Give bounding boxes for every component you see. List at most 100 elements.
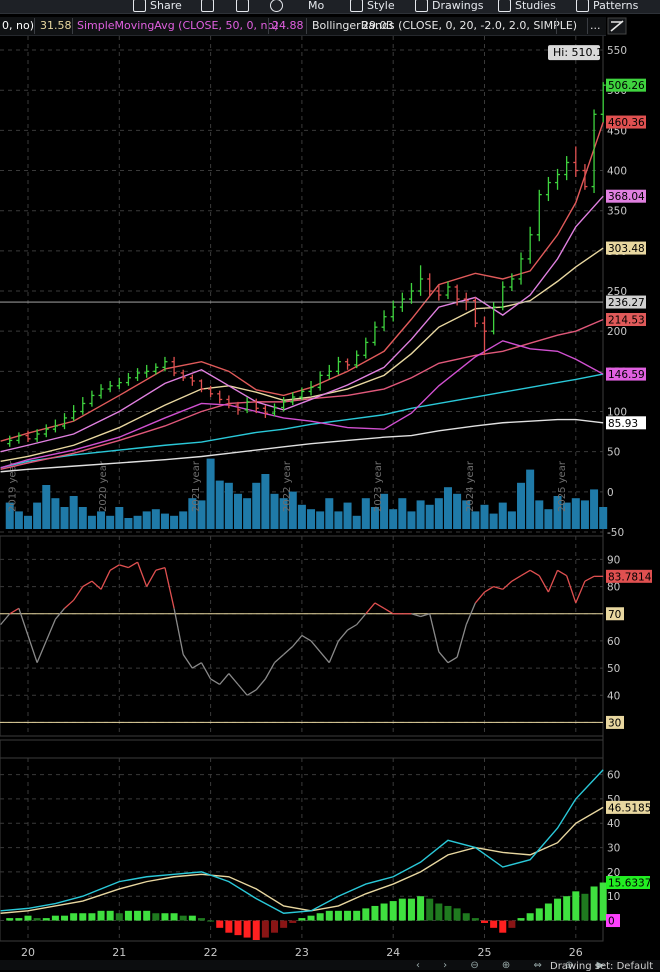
rsi-line-segment: [429, 613, 440, 652]
volume-bar: [243, 498, 252, 529]
bollinger-upper-line: [0, 121, 604, 442]
volume-bar: [297, 504, 306, 529]
macd-histogram-bar: [234, 920, 242, 936]
rsi-line-segment: [520, 569, 531, 577]
macd-histogram-bar: [15, 918, 23, 921]
share-icon: [133, 0, 146, 12]
rsi-tick-label: 90: [607, 554, 620, 566]
rsi-line-segment: [192, 662, 202, 669]
toolbar-patterns-button[interactable]: Patterns: [576, 0, 638, 13]
macd-histogram-bar: [179, 915, 187, 921]
volume-bar: [252, 482, 261, 529]
rsi-line-segment: [557, 569, 568, 577]
toolbar-mode-button[interactable]: Mo: [308, 0, 324, 13]
rsi-line-segment: [474, 591, 485, 604]
volume-bar: [133, 515, 142, 529]
study-divider: [556, 18, 557, 34]
rsi-line-segment: [264, 662, 276, 680]
macd-histogram-bar: [207, 920, 215, 922]
toolbar-settings-button[interactable]: [270, 0, 283, 13]
rsi-line-segment: [228, 673, 239, 685]
volume-bar: [316, 511, 325, 529]
price-axis-badge: [606, 367, 646, 381]
rsi-line-segment: [9, 607, 20, 615]
study-divider: [268, 18, 269, 34]
toolbar-flask-button[interactable]: [236, 0, 249, 13]
study-header-item[interactable]: BollingerBands (CLOSE, 0, 20, -2.0, 2.0,…: [312, 19, 578, 32]
study-header-item[interactable]: 31.58: [40, 19, 72, 32]
rsi-line-segment: [283, 645, 294, 655]
macd-tick-label: 30: [607, 843, 620, 855]
volume-bar: [5, 502, 14, 529]
volume-bar: [580, 500, 589, 529]
study-header-item[interactable]: 0, no): [2, 19, 34, 32]
study-header-item[interactable]: 24.88: [272, 19, 304, 32]
macd-histogram-bar: [380, 903, 388, 921]
rsi-line-segment: [575, 580, 586, 604]
drawing-set-label[interactable]: Drawing set: Default: [550, 961, 654, 972]
rsi-line-segment: [18, 608, 29, 636]
macd-histogram-bar: [544, 903, 552, 921]
macd-histogram-bar: [79, 913, 87, 921]
macd-histogram-bar: [106, 910, 114, 921]
macd-histogram-bar: [453, 908, 461, 921]
volume-bar: [562, 502, 571, 529]
divider-panel: [0, 739, 604, 759]
volume-bar: [599, 507, 608, 529]
macd-value-label: 0: [608, 916, 615, 928]
rsi-line-segment: [328, 640, 340, 663]
volume-bar: [489, 513, 498, 529]
macd-histogram-bar: [261, 920, 269, 938]
volume-bar: [179, 511, 188, 529]
price-axis-badge-label: 236.27: [608, 297, 645, 309]
toolbar-drawings-button[interactable]: Drawings: [415, 0, 483, 13]
macd-histogram-bar: [225, 920, 233, 933]
toolbar-share-button[interactable]: Share: [133, 0, 182, 13]
volume-bar: [87, 515, 96, 529]
volume-bar: [160, 513, 169, 529]
price-tick-label: -50: [607, 527, 624, 539]
year-label: 2025 year: [557, 460, 568, 512]
zoom-controls-icon[interactable]: ‹ › ⊖ ⊕ ⇔ ⊕ ▶: [416, 960, 615, 971]
macd-histogram-bar: [243, 920, 251, 938]
macd-histogram-bar: [271, 920, 279, 933]
toolbar-style-button[interactable]: Style: [350, 0, 395, 13]
price-axis-badge-label: 368.04: [608, 191, 645, 203]
toolbar-studies-button[interactable]: Studies: [498, 0, 556, 13]
study-header-item[interactable]: 29.03: [362, 19, 394, 32]
study-header-item[interactable]: ...: [590, 19, 601, 32]
rsi-line-segment: [219, 673, 230, 685]
macd-histogram-bar: [462, 913, 470, 921]
rsi-line-segment: [274, 654, 285, 664]
macd-histogram-bar: [407, 898, 415, 921]
rsi-line-segment: [119, 564, 129, 569]
toolbar-patterns-label: Patterns: [593, 0, 639, 12]
macd-histogram-bar: [508, 920, 516, 928]
volume-bar: [389, 509, 398, 529]
volume-bar: [590, 489, 599, 529]
volume-bar: [571, 498, 580, 529]
macd-histogram-bar: [280, 920, 288, 928]
gear-icon: [270, 0, 283, 12]
price-axis-badge: [606, 115, 646, 129]
macd-value-badge: [606, 914, 620, 928]
macd-histogram-bar: [33, 918, 41, 921]
drawing-tool-icon[interactable]: [606, 16, 628, 36]
toolbar-watchlist-button[interactable]: [201, 0, 214, 13]
volume-bar: [352, 515, 361, 529]
toolbar-style-label: Style: [367, 0, 395, 12]
rsi-line-segment: [146, 569, 157, 587]
volume-bar: [279, 498, 288, 529]
bollinger-middle-line: [0, 195, 604, 453]
rsi-line-segment: [73, 586, 84, 601]
rsi-line-segment: [310, 640, 321, 653]
volume-bar: [443, 487, 452, 529]
price-axis-badge-label: 85.93: [608, 418, 638, 430]
toolbar-mode-label: Mo: [308, 0, 325, 12]
rsi-line-segment: [210, 678, 221, 685]
year-label: 2023 year: [373, 460, 384, 512]
study-header-item[interactable]: SimpleMovingAvg (CLOSE, 50, 0, no): [77, 19, 279, 32]
rsi-line-segment: [411, 613, 421, 618]
rsi-line-segment: [100, 570, 111, 590]
